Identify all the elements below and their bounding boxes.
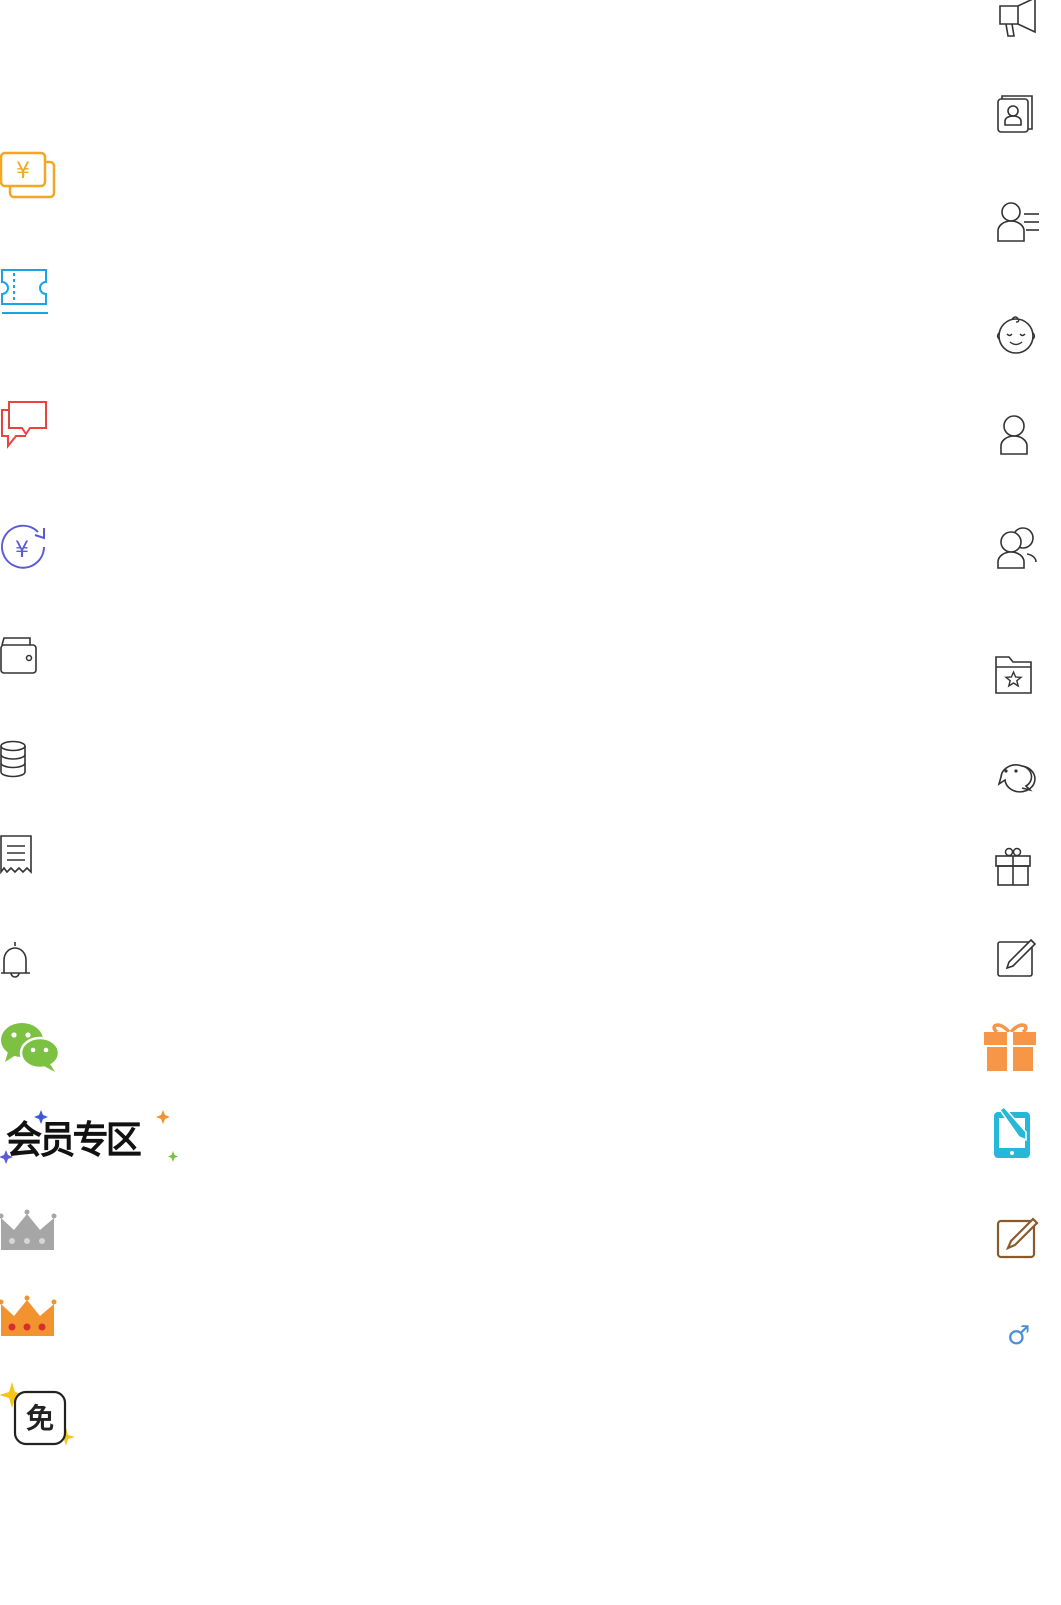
receipt-icon <box>0 834 36 876</box>
phone-edit-icon <box>992 1105 1036 1160</box>
coupon-ticket-icon <box>0 268 52 318</box>
yen-refresh-icon: ¥ <box>0 522 52 576</box>
wallet-icon <box>0 635 40 677</box>
svg-text:¥: ¥ <box>15 538 29 563</box>
edit-brown-icon <box>996 1217 1039 1260</box>
baby-face-icon <box>996 315 1040 357</box>
svg-text:¥: ¥ <box>16 159 30 184</box>
member-zone-logo: 会员专区 <box>0 1108 180 1168</box>
member-zone-text: 会员专区 <box>6 1118 142 1162</box>
chat-icon <box>995 752 1036 793</box>
yen-cards-icon: ¥ <box>0 150 58 202</box>
svg-text:免: 免 <box>26 1402 54 1435</box>
contact-book-icon <box>997 95 1037 135</box>
database-coins-icon <box>0 740 30 780</box>
silver-crown-icon <box>0 1208 58 1252</box>
edit-icon <box>997 938 1037 980</box>
gold-crown-icon <box>0 1294 58 1338</box>
user-list-icon <box>997 201 1041 243</box>
megaphone-icon <box>998 0 1040 40</box>
chat-bubbles-icon <box>0 398 52 450</box>
wechat-icon <box>0 1020 64 1076</box>
free-badge-icon: 免 <box>0 1380 80 1452</box>
svg-text:♂: ♂ <box>1007 1321 1030 1351</box>
user-icon <box>1000 414 1032 458</box>
gift-outline-icon <box>995 846 1035 888</box>
star-folder-icon <box>995 653 1035 697</box>
user-group-icon <box>997 526 1041 572</box>
bell-icon <box>0 940 34 984</box>
male-icon: ♂ <box>1005 1318 1033 1351</box>
gift-filled-icon <box>983 1020 1039 1074</box>
